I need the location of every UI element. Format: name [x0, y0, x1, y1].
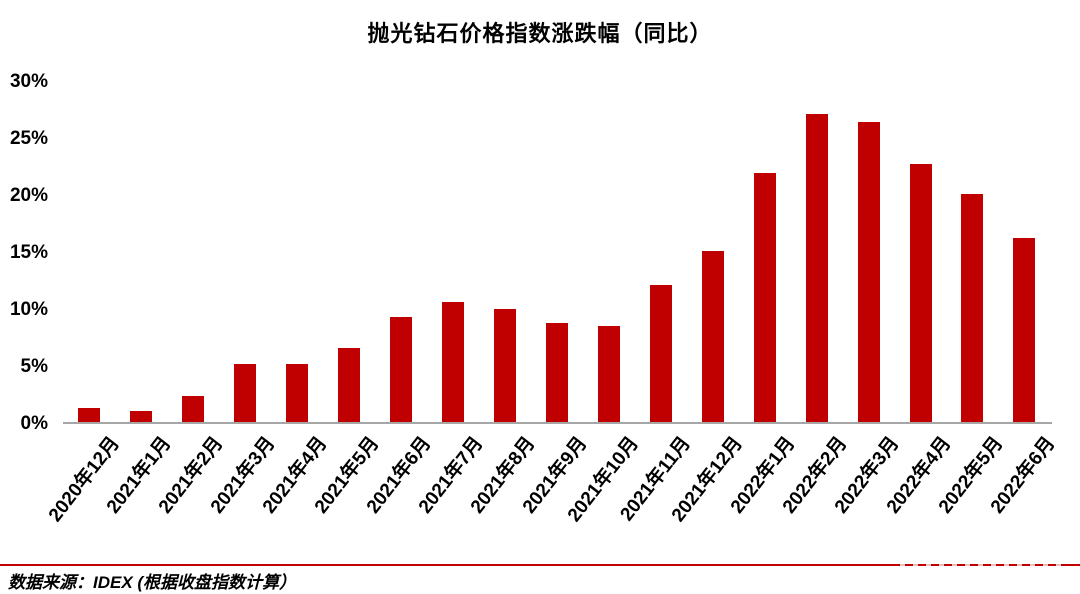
bar [701, 251, 724, 422]
y-axis-label: 0% [20, 413, 48, 434]
bar [961, 194, 984, 422]
bar [545, 323, 568, 422]
bar [337, 348, 360, 422]
bar [78, 408, 100, 422]
bar [441, 302, 464, 422]
bar [753, 173, 776, 422]
y-axis-label: 5% [20, 356, 48, 377]
bar [181, 396, 204, 422]
x-axis-line [63, 422, 1052, 424]
separator-line [0, 564, 1080, 566]
bar [129, 411, 152, 422]
bar [493, 309, 516, 422]
bar [1013, 238, 1036, 422]
watermark-dashes [900, 564, 1065, 566]
bar [285, 364, 308, 422]
bar [805, 114, 828, 422]
y-axis-label: 15% [9, 242, 48, 263]
bar [909, 164, 932, 422]
y-axis-label: 30% [9, 71, 48, 92]
chart-title: 抛光钻石价格指数涨跌幅（同比） [367, 21, 713, 46]
source-note: 数据来源：IDEX (根据收盘指数计算） [8, 573, 297, 592]
y-axis-label: 20% [9, 185, 48, 206]
bar [597, 326, 620, 422]
y-axis-label: 10% [9, 299, 48, 320]
bar [389, 317, 412, 422]
bar [649, 285, 672, 422]
bar [857, 122, 880, 422]
bar [233, 364, 256, 422]
y-axis-label: 25% [9, 128, 48, 149]
